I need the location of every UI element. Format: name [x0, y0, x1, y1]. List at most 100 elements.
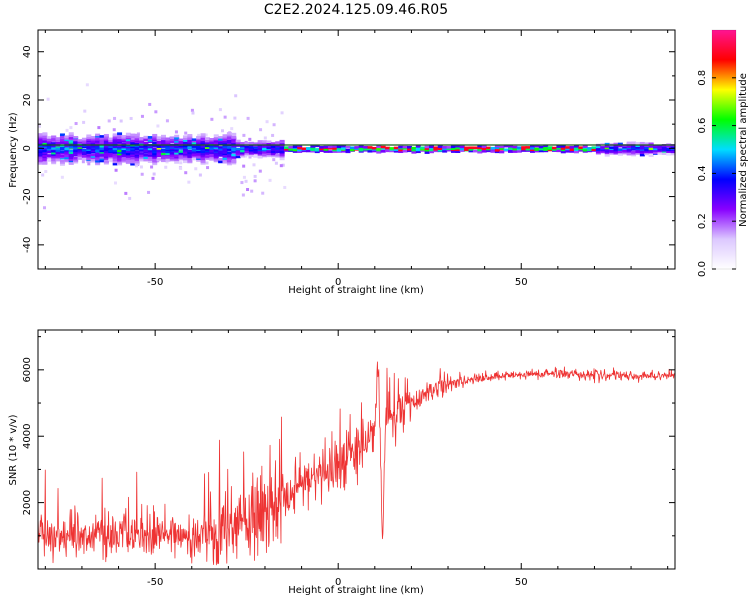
heatmap-cell	[95, 154, 101, 157]
heatmap-cell	[117, 158, 123, 161]
heatmap-cell	[196, 157, 202, 160]
heatmap-cell	[508, 144, 514, 148]
x-tick-label: 0	[335, 577, 341, 588]
heatmap-cell	[196, 142, 202, 146]
heatmap-cell	[310, 149, 316, 153]
colorbar-tick-label: 0.0	[697, 261, 708, 277]
heatmap-cell	[327, 145, 333, 149]
heatmap-cell	[114, 168, 118, 172]
heatmap-cell	[512, 150, 518, 153]
heatmap-cell	[129, 116, 133, 120]
heatmap-cell	[280, 111, 284, 115]
heatmap-cell	[121, 136, 127, 140]
heatmap-cell	[259, 128, 263, 132]
heatmap-cell	[569, 150, 575, 153]
heatmap-cell	[244, 179, 248, 183]
heatmap-cell	[424, 148, 430, 152]
heatmap-cell	[455, 144, 461, 148]
heatmap-cell	[534, 149, 540, 153]
heatmap-cell	[248, 141, 254, 145]
heatmap-cell	[73, 141, 79, 144]
heatmap-cell	[279, 164, 283, 168]
heatmap-cell	[314, 148, 320, 151]
heatmap-cell	[223, 115, 227, 119]
heatmap-cell	[266, 152, 272, 156]
heatmap-cell	[626, 152, 632, 156]
heatmap-cell	[332, 145, 338, 148]
heatmap-cell	[626, 145, 632, 148]
heatmap-cell	[626, 148, 632, 152]
heatmap-cell	[631, 150, 637, 154]
heatmap-cell	[279, 139, 285, 143]
heatmap-cell	[358, 148, 364, 152]
heatmap-cell	[226, 133, 232, 137]
snr-ticks	[38, 330, 675, 570]
heatmap-cell	[200, 147, 206, 151]
heatmap-cell	[59, 141, 65, 145]
heatmap-cell	[635, 149, 641, 153]
heatmap-cell	[657, 149, 663, 153]
heatmap-cell	[281, 163, 285, 167]
heatmap-cell	[169, 146, 175, 149]
heatmap-cell	[121, 152, 127, 156]
colorbar-tick-label: 0.2	[697, 213, 708, 229]
snr-xlabel: Height of straight line (km)	[288, 585, 424, 596]
heatmap-cell	[73, 136, 79, 139]
heatmap-cell	[600, 142, 606, 146]
heatmap-cell	[266, 144, 272, 147]
heatmap-cell	[103, 160, 109, 163]
heatmap-cell	[112, 160, 118, 164]
heatmap-cell	[253, 179, 257, 183]
heatmap-cell	[248, 144, 254, 148]
heatmap-cell	[134, 162, 140, 166]
heatmap-cell	[661, 148, 667, 152]
heatmap-cell	[169, 147, 175, 151]
heatmap-cell	[257, 150, 263, 154]
heatmap-cell	[65, 128, 69, 132]
heatmap-cell	[226, 135, 232, 138]
heatmap-cell	[270, 150, 276, 154]
heatmap-cell	[310, 145, 316, 148]
heatmap-cell	[169, 140, 175, 143]
heatmap-cell	[464, 148, 470, 151]
heatmap-cell	[86, 155, 92, 159]
heatmap-cell	[112, 141, 118, 145]
heatmap-cell	[156, 157, 162, 161]
heatmap-cell	[38, 144, 43, 147]
y-tick-label: -40	[22, 237, 33, 253]
heatmap-cell	[242, 133, 246, 137]
heatmap-cell	[446, 146, 452, 149]
heatmap-cell	[358, 145, 364, 148]
heatmap-cell	[182, 157, 188, 161]
heatmap-cell	[182, 139, 188, 142]
heatmap-cell	[117, 155, 123, 158]
heatmap-cell	[130, 135, 136, 138]
heatmap-cell	[68, 156, 74, 160]
heatmap-cell	[42, 154, 48, 158]
heatmap-cell	[139, 158, 145, 162]
heatmap-cell	[551, 146, 557, 150]
heatmap-cell	[468, 146, 474, 150]
heatmap-cell	[204, 133, 208, 137]
heatmap-cell	[77, 150, 83, 153]
heatmap-cell	[200, 154, 206, 158]
heatmap-cell	[226, 137, 232, 140]
heatmap-cell	[174, 145, 180, 149]
heatmap-cell	[231, 153, 237, 157]
heatmap-cell	[310, 148, 316, 152]
heatmap-cell	[349, 148, 355, 152]
heatmap-cell	[600, 148, 606, 152]
heatmap-cell	[99, 151, 105, 154]
heatmap-cell	[73, 138, 79, 142]
colorbar-gradient	[712, 30, 736, 269]
heatmap-cell	[231, 144, 237, 148]
heatmap-cell	[209, 149, 215, 152]
heatmap-cell	[169, 156, 175, 160]
heatmap-cell	[622, 145, 628, 149]
heatmap-cell	[178, 157, 184, 161]
heatmap-cell	[200, 160, 206, 163]
heatmap-cell	[46, 150, 52, 154]
heatmap-cell	[140, 114, 144, 118]
heatmap-cell	[275, 147, 281, 150]
heatmap-cell	[288, 148, 294, 151]
